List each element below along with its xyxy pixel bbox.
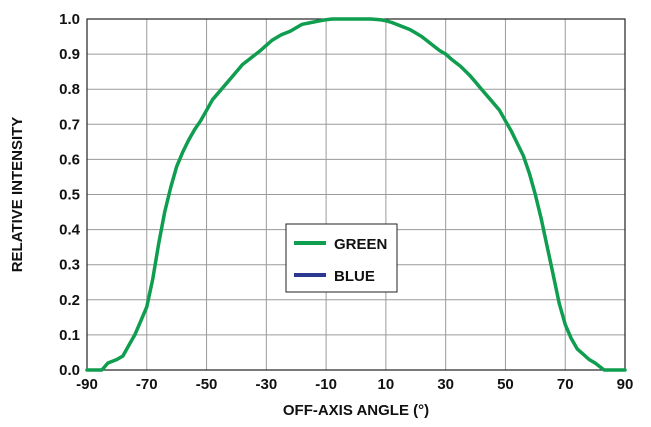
y-axis-label: RELATIVE INTENSITY [9, 117, 26, 273]
x-tick-label: -70 [136, 376, 158, 393]
x-tick-label: -30 [255, 376, 277, 393]
series-line-green [85, 17, 627, 372]
y-tick-label: 0.3 [59, 257, 80, 274]
y-tick-label: 0.1 [59, 327, 80, 344]
y-tick-label: 0.7 [59, 116, 80, 133]
x-tick-labels: -90 -70 -50 -30 -10 10 30 50 70 90 [76, 376, 633, 393]
y-tick-label: 0.4 [59, 222, 81, 239]
x-axis-label: OFF-AXIS ANGLE (°) [283, 402, 429, 419]
legend-label-green: GREEN [334, 236, 387, 253]
series-layer [85, 17, 627, 372]
y-tick-label: 0.0 [59, 362, 80, 379]
x-tick-label: 50 [497, 376, 514, 393]
x-tick-label: -50 [196, 376, 218, 393]
y-tick-labels: 0.0 0.1 0.2 0.3 0.4 0.5 0.6 0.7 0.8 0.9 1.0 [59, 11, 81, 379]
legend: GREEN BLUE [285, 223, 398, 293]
y-tick-label: 0.8 [59, 81, 80, 98]
x-tick-label: 70 [557, 376, 574, 393]
legend-box [285, 223, 398, 293]
y-tick-label: 0.2 [59, 292, 80, 309]
x-tick-label: -10 [315, 376, 337, 393]
y-tick-label: 0.5 [59, 187, 80, 204]
y-tick-label: 0.6 [59, 151, 80, 168]
x-tick-label: 90 [617, 376, 634, 393]
y-tick-label: 0.9 [59, 46, 80, 63]
y-tick-label: 1.0 [59, 11, 80, 28]
x-tick-label: 30 [437, 376, 454, 393]
x-tick-label: 10 [378, 376, 395, 393]
x-tick-label: -90 [76, 376, 98, 393]
legend-label-blue: BLUE [334, 268, 375, 285]
